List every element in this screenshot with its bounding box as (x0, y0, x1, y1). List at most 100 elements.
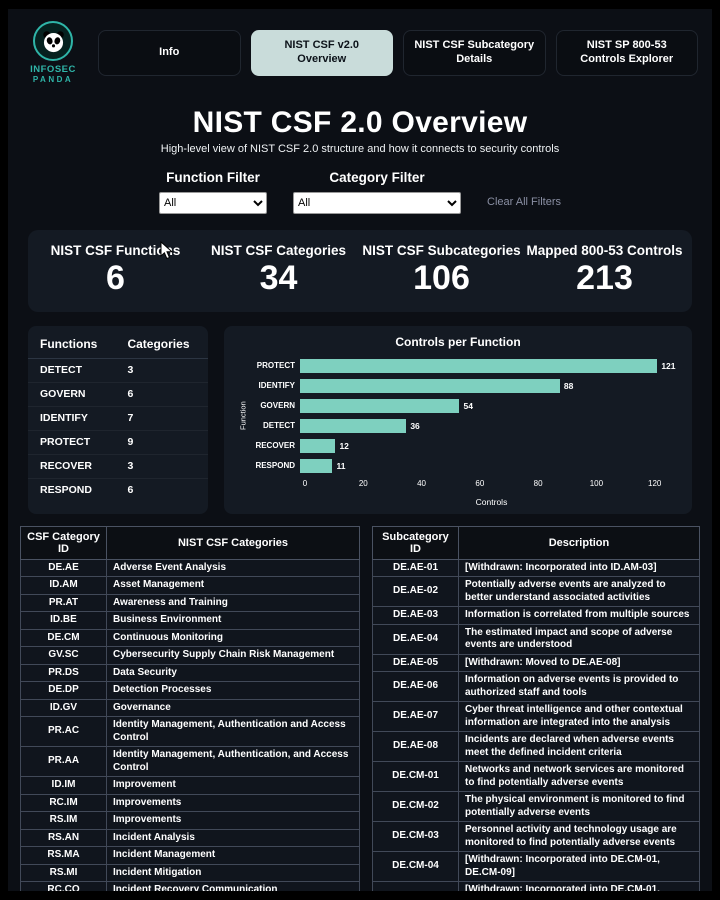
subcategory-id-cell: DE.CM-02 (372, 791, 459, 823)
function-filter-select[interactable]: All (159, 192, 268, 214)
y-tick-label: GOVERN (260, 401, 295, 411)
bar-value-label: 54 (463, 400, 473, 411)
middle-row: Functions Categories DETECT 3 GOVERN 6 IDENTIF… (28, 325, 692, 514)
subcatTable-table: Subcategory ID Description DE.AE-01 [Withdr… (372, 525, 700, 891)
category-id-cell: PR.AA (20, 746, 107, 778)
table-row: RS.AN Incident Analysis (20, 828, 360, 848)
tab-nist-sp-800-53-controls-explorer[interactable]: NIST SP 800-53 Controls Explorer (555, 29, 698, 76)
table-row: ID.IM Improvement (20, 776, 360, 795)
tab-bar: Info NIST CSF v2.0 Overview NIST CSF Subca… (98, 29, 698, 76)
description-cell: Incidents are declared when adverse even… (458, 731, 700, 763)
clear-all-filters-link[interactable]: Clear All Filters (487, 196, 561, 208)
logo-text-line1: INFOSEC (30, 64, 76, 75)
category-count-cell: 7 (115, 406, 208, 431)
description-cell: [Withdrawn: Incorporated into DE.CM-01, … (458, 851, 700, 883)
table-row: DE.DP Detection Processes (20, 681, 360, 700)
description-cell: Improvement (106, 776, 360, 795)
category-filter-label: Category Filter (329, 170, 425, 185)
function-name-cell: RESPOND (40, 484, 92, 497)
description-cell: Improvements (106, 793, 360, 813)
category-id-cell: DE.DP (20, 681, 107, 700)
category-filter-select[interactable]: All (293, 192, 462, 214)
table-row: DE.AE-06 Information on adverse events is… (372, 671, 700, 703)
x-tick-label: 0 (302, 478, 308, 488)
y-tick-label: RECOVER (255, 441, 295, 451)
chart-bar-row: GOVERN 54 (248, 396, 678, 416)
chart-bar (300, 418, 407, 433)
subcategory-id-cell: DE.AE-03 (372, 606, 459, 625)
infosec-panda-logo[interactable]: INFOSEC PANDA (22, 21, 84, 84)
x-tick-label: 80 (533, 478, 543, 488)
logo-text-line2: PANDA (32, 75, 74, 84)
category-id-cell: PR.AT (20, 593, 107, 613)
table-row: DE.AE-03 Information is correlated from m… (372, 606, 700, 625)
category-id-cell: ID.IM (20, 776, 107, 795)
tab-info[interactable]: Info (98, 29, 241, 76)
table-row: DE.CM-03 Personnel activity and technolog… (372, 821, 700, 853)
category-count-cell: 6 (127, 484, 134, 497)
chart-body: Function PROTECT 121 IDENTIFY 88 GOVERN 54 DET… (238, 356, 678, 476)
subcategory-id-cell: DE.AE-02 (372, 576, 459, 608)
description-cell: [Withdrawn: Incorporated into DE.CM-01, … (458, 881, 700, 891)
chart-bar-track: 88 (300, 378, 678, 393)
description-cell: Governance (106, 698, 360, 718)
description-cell: Data Security (106, 663, 360, 683)
category-filter: Category Filter All (293, 170, 462, 214)
category-id-cell: PR.DS (20, 663, 107, 683)
table-row: DE.AE-02 Potentially adverse events are a… (372, 576, 700, 608)
subcategory-id-cell: DE.CM-03 (372, 821, 459, 853)
chart-bar-row: PROTECT 121 (248, 356, 678, 376)
column-header: CSF Category ID (20, 525, 107, 560)
table-row: DE.AE-08 Incidents are declared when adve… (372, 731, 700, 763)
table-row: RECOVER 3 (28, 454, 208, 479)
description-cell: Personnel activity and technology usage … (458, 821, 700, 853)
filters-row: Function Filter All Category Filter All … (8, 170, 712, 214)
column-header: Subcategory ID (372, 525, 459, 560)
x-tick-label: 60 (475, 478, 485, 488)
description-cell: Detection Processes (106, 681, 360, 700)
tab-nist-csf-v2-0-overview[interactable]: NIST CSF v2.0 Overview (250, 29, 393, 76)
category-id-cell: DE.CM (20, 628, 107, 648)
category-id-cell: RC.IM (20, 793, 107, 813)
table-row: RS.IM Improvements (20, 811, 360, 830)
subcategory-id-cell: DE.CM-05 (372, 881, 459, 891)
description-cell: The estimated impact and scope of advers… (458, 623, 700, 655)
table-row: DE.AE Adverse Event Analysis (20, 558, 360, 578)
stat-value: 213 (576, 259, 633, 297)
chart-bar-row: IDENTIFY 88 (248, 376, 678, 396)
description-cell: Incident Mitigation (106, 863, 360, 883)
x-tick-label: 20 (358, 478, 368, 488)
column-header: Categories (115, 327, 208, 359)
description-cell: Information is correlated from multiple … (458, 606, 700, 625)
page-subtitle: High-level view of NIST CSF 2.0 structur… (160, 143, 560, 155)
column-header: Functions (28, 327, 116, 359)
table-row: DE.CM-04 [Withdrawn: Incorporated into DE… (372, 851, 700, 883)
description-cell: Cybersecurity Supply Chain Risk Manageme… (106, 646, 360, 665)
category-count-cell: 6 (115, 382, 208, 407)
chart-bar (300, 378, 560, 393)
function-name-cell: PROTECT (28, 430, 116, 455)
stat-value: 6 (106, 259, 125, 297)
table-row: ID.AM Asset Management (20, 576, 360, 595)
categories-table-scroll-area[interactable]: CSF Category ID NIST CSF Categories DE.AE A… (20, 525, 360, 891)
category-id-cell: PR.AC (20, 716, 107, 748)
chart-bar-track: 121 (300, 358, 678, 373)
category-count-cell: 3 (115, 454, 208, 479)
subcategories-table-scroll-area[interactable]: Subcategory ID Description DE.AE-01 [Withdr… (372, 525, 700, 891)
category-id-cell: RS.AN (20, 828, 107, 848)
chart-bar-row: RECOVER 12 (248, 436, 678, 456)
category-id-cell: RS.MI (20, 863, 107, 883)
tab-nist-csf-subcategory-details[interactable]: NIST CSF Subcategory Details (403, 29, 546, 76)
table-row: DE.CM-02 The physical environment is moni… (372, 791, 700, 823)
chart-bar (300, 398, 460, 413)
y-tick-label: IDENTIFY (258, 381, 295, 391)
function-name-cell: RECOVER (28, 454, 116, 479)
description-cell: Incident Analysis (106, 828, 360, 848)
subcategory-id-cell: DE.CM-04 (372, 851, 459, 883)
x-tick-label: 120 (648, 478, 662, 488)
table-row: DETECT 3 (28, 358, 208, 383)
chart-bar (300, 438, 336, 453)
chart-x-axis: 0 20 40 60 80 100 120 (302, 478, 678, 490)
description-cell: Identity Management, Authentication, and… (106, 746, 360, 778)
y-tick-label: DETECT (263, 421, 295, 431)
